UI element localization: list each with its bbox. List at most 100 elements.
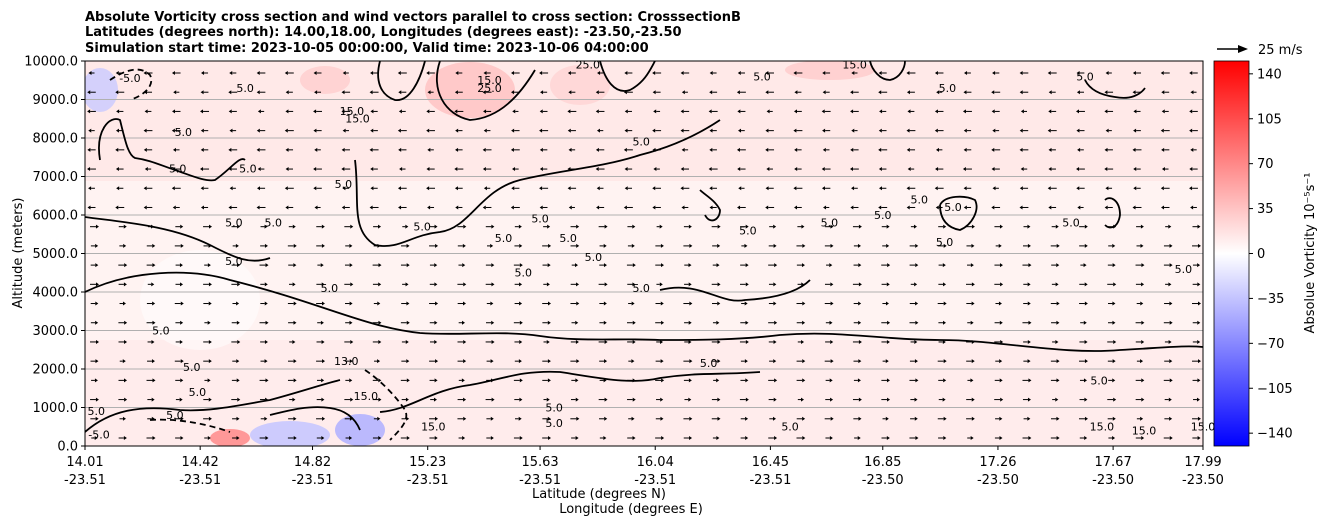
colorbar-tick-label: 140 (1257, 67, 1282, 82)
wind-vector (824, 282, 834, 287)
wind-vector (1022, 263, 1032, 268)
wind-vector (910, 339, 918, 344)
wind-vector (966, 339, 975, 344)
contour-line (869, 61, 906, 81)
wind-vector (935, 205, 943, 210)
contour-label: 5.0 (321, 282, 339, 295)
wind-vector (256, 186, 266, 191)
wind-vector (1190, 90, 1197, 95)
wind-vector (1023, 243, 1031, 248)
wind-vector (991, 109, 1000, 114)
wind-vector (850, 205, 859, 210)
wind-vector (115, 90, 125, 95)
wind-vector (116, 186, 124, 191)
wind-vector (314, 205, 321, 210)
field-patch (550, 65, 610, 105)
wind-vector (963, 186, 972, 191)
wind-vector (397, 128, 407, 133)
contour-line (354, 119, 721, 247)
wind-vector (429, 224, 438, 229)
wind-vector (882, 416, 889, 421)
wind-vector (768, 301, 777, 306)
contour-label: 5.0 (225, 255, 243, 268)
wind-vector (740, 282, 749, 287)
wind-vector (793, 186, 803, 191)
wind-vector (966, 416, 975, 421)
wind-vector (175, 282, 184, 287)
wind-vector (737, 109, 746, 114)
wind-vector (740, 263, 749, 268)
wind-vector (851, 186, 858, 191)
wind-vector (229, 71, 237, 75)
wind-vector (426, 109, 435, 114)
field-patch (85, 61, 1203, 181)
wind-vector (627, 436, 636, 440)
wind-vector (825, 378, 833, 383)
wind-vector (118, 397, 128, 402)
wind-vector (429, 416, 439, 421)
wind-vector (483, 186, 491, 191)
wind-vector (1023, 359, 1031, 364)
wind-vector (938, 320, 946, 325)
wind-vector (626, 320, 636, 325)
contour-label: 5.0 (189, 386, 207, 399)
y-tick-label: 9000.0 (33, 93, 79, 108)
wind-vector (118, 339, 128, 344)
wind-vector (147, 397, 155, 402)
wind-vector (794, 90, 802, 95)
wind-vector (1192, 243, 1201, 248)
wind-vector (259, 436, 269, 440)
wind-vector (345, 243, 353, 248)
wind-vector (882, 301, 889, 306)
wind-vector (1136, 301, 1144, 306)
wind-vector (401, 397, 409, 402)
wind-vector (963, 205, 972, 210)
wind-vector (203, 224, 212, 229)
wind-vector (570, 243, 580, 248)
wind-vector (738, 128, 745, 133)
contour-label: 5.0 (821, 217, 839, 230)
wind-vector (1079, 224, 1088, 229)
wind-vector (1047, 128, 1057, 133)
wind-vector (175, 378, 184, 383)
wind-vector (401, 301, 410, 306)
wind-vector (115, 205, 125, 210)
x-tick-longitude: -23.51 (634, 473, 676, 488)
wind-vector (681, 90, 688, 95)
wind-vector (680, 186, 690, 191)
wind-vector (514, 282, 523, 287)
wind-vector (907, 109, 915, 114)
wind-vector (287, 301, 297, 306)
wind-vector (628, 359, 635, 364)
wind-vector (797, 224, 805, 229)
contour-labels: 5.05.0-5.05.0 5.05.015.015.05.05.05.05.05… (87, 59, 1215, 442)
wind-vector (825, 339, 834, 344)
wind-vector (711, 416, 721, 421)
wind-vector (712, 263, 720, 268)
wind-vector (709, 147, 717, 152)
wind-vector (1105, 128, 1112, 133)
y-tick-label: 0.0 (57, 440, 78, 455)
wind-vector (316, 397, 325, 402)
wind-vector (822, 90, 830, 95)
wind-vector (938, 263, 946, 268)
wind-vector (429, 301, 439, 306)
wind-vector (962, 109, 972, 114)
wind-vector (768, 263, 778, 268)
wind-vector (851, 128, 858, 133)
wind-vector (203, 339, 212, 344)
wind-vector (542, 436, 552, 440)
wind-vector (175, 436, 184, 440)
wind-vector (712, 436, 720, 440)
wind-vector (1023, 224, 1031, 229)
wind-vector (288, 263, 297, 268)
wind-vector (1076, 109, 1085, 114)
wind-vector (626, 263, 636, 268)
wind-vector (174, 416, 184, 421)
wind-vector (369, 147, 379, 152)
wind-vector (1076, 128, 1085, 133)
wind-vector (204, 378, 211, 383)
wind-vector (1132, 90, 1142, 95)
wind-vector (485, 282, 495, 287)
wind-vector (260, 301, 268, 306)
